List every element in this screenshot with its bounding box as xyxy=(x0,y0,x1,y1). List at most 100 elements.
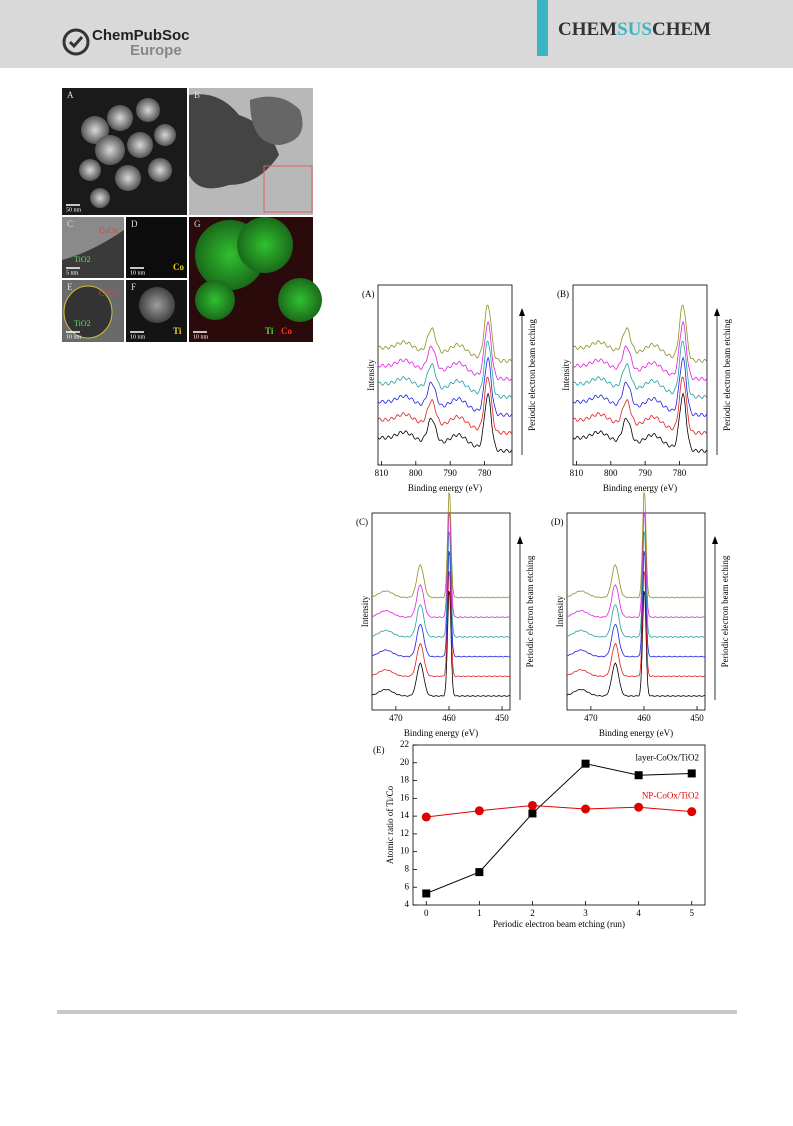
y-axis-label: Intensity xyxy=(360,595,370,627)
footer-rule xyxy=(57,1010,737,1014)
element-label: Co xyxy=(281,326,292,336)
y-tick-label: 10 xyxy=(400,846,410,856)
particle xyxy=(90,188,110,208)
particle xyxy=(81,116,109,144)
side-label: Periodic electron beam etching xyxy=(722,319,732,431)
y-tick-label: 18 xyxy=(400,775,410,785)
journal-title: CHEMSUSCHEM xyxy=(558,19,711,40)
particle xyxy=(107,105,133,131)
marker xyxy=(422,889,431,898)
spectrum-panel: (A) 810 800 790 780 Binding energy (eV) Intens… xyxy=(362,284,537,493)
spectrum-trace xyxy=(572,356,708,417)
series-label: layer-CoOx/TiO2 xyxy=(636,753,700,763)
map-blob xyxy=(278,278,322,322)
side-label: Periodic electron beam etching xyxy=(525,555,535,667)
plot-frame xyxy=(566,512,706,711)
y-tick-label: 16 xyxy=(400,792,410,802)
series-label: NP-CoOx/TiO2 xyxy=(642,791,699,801)
x-tick-label: 800 xyxy=(409,468,423,478)
x-axis-label: Binding energy (eV) xyxy=(404,728,478,738)
x-tick-label: 0 xyxy=(424,908,429,918)
spectrum-trace xyxy=(377,340,513,399)
scale-label: 50 nm xyxy=(66,207,82,213)
element-label: Ti xyxy=(265,326,274,336)
logo-ring xyxy=(62,28,90,56)
panel-label: B xyxy=(194,90,200,100)
spectrum-trace xyxy=(572,376,708,435)
aggregate xyxy=(189,94,279,189)
marker xyxy=(581,804,591,814)
particle xyxy=(154,124,176,146)
header-band xyxy=(0,0,793,68)
journal-part: CHEM xyxy=(652,19,711,40)
phase-label: TiO2 xyxy=(74,319,91,328)
journal-part: CHEM xyxy=(558,19,617,40)
x-axis-label: Binding energy (eV) xyxy=(599,728,673,738)
x-axis-label: Binding energy (eV) xyxy=(408,483,482,493)
plot-frame xyxy=(371,512,511,711)
y-axis-label: Intensity xyxy=(366,359,376,391)
particles xyxy=(79,98,176,208)
particle xyxy=(148,158,172,182)
spectrum-panel: (C) 470 460 450 Binding energy (eV) Intensity… xyxy=(356,492,535,738)
spectrum-trace xyxy=(372,531,511,638)
marker xyxy=(527,800,537,810)
spectrum-trace xyxy=(566,492,706,599)
particle xyxy=(95,135,125,165)
panel-label: (A) xyxy=(362,289,375,299)
spectrum-trace xyxy=(566,511,706,619)
journal-part: SUS xyxy=(617,19,652,40)
etch-arrowhead xyxy=(712,536,718,544)
spectrum-trace xyxy=(371,590,511,697)
x-tick-label: 5 xyxy=(689,908,694,918)
particle xyxy=(79,159,101,181)
y-axis-label: Intensity xyxy=(561,359,571,391)
spectrum-trace xyxy=(572,320,708,381)
marker xyxy=(474,806,484,816)
map-blob xyxy=(237,217,293,273)
particle xyxy=(127,132,153,158)
x-tick-label: 4 xyxy=(636,908,641,918)
x-tick-label: 2 xyxy=(530,908,535,918)
series-line xyxy=(426,804,692,818)
panel-label: A xyxy=(67,90,74,100)
series-line xyxy=(426,763,692,894)
y-tick-label: 20 xyxy=(400,757,410,767)
spectrum-trace xyxy=(572,304,708,363)
y-tick-label: 4 xyxy=(405,899,410,909)
y-tick-label: 8 xyxy=(405,864,410,874)
x-tick-label: 450 xyxy=(495,713,509,723)
plot-frame xyxy=(377,284,513,466)
zoom-box xyxy=(263,165,313,213)
x-tick-label: 460 xyxy=(637,713,651,723)
spectrum-trace xyxy=(572,392,708,453)
marker xyxy=(475,868,484,877)
x-tick-label: 790 xyxy=(638,468,652,478)
panel-label: C xyxy=(67,219,73,229)
spectrum-trace xyxy=(371,571,511,678)
spectrum-trace xyxy=(377,304,513,363)
x-tick-label: 790 xyxy=(443,468,457,478)
aggregate xyxy=(250,96,303,145)
y-tick-label: 14 xyxy=(400,810,410,820)
spectrum-trace xyxy=(566,550,706,658)
particle xyxy=(139,287,175,323)
spectrum-panel: (B) 810 800 790 780 Binding energy (eV) Intens… xyxy=(557,284,732,493)
marker xyxy=(687,769,696,778)
spectrum-trace xyxy=(371,492,511,599)
spectrum-trace xyxy=(371,550,511,658)
x-tick-label: 810 xyxy=(375,468,389,478)
panel-label: (D) xyxy=(551,517,564,527)
etch-arrowhead xyxy=(714,308,720,316)
marker xyxy=(634,771,643,780)
phase-label: CoOx xyxy=(99,226,118,235)
particle xyxy=(115,165,141,191)
logo-check xyxy=(68,36,84,49)
phase-label: CoOx xyxy=(99,289,118,298)
plot-frame xyxy=(412,744,706,906)
spectrum-trace xyxy=(377,320,513,381)
y-tick-label: 22 xyxy=(400,739,409,749)
scale-label: 10 nm xyxy=(130,270,146,276)
spectrum-trace xyxy=(377,376,513,435)
plot-frame xyxy=(572,284,708,466)
